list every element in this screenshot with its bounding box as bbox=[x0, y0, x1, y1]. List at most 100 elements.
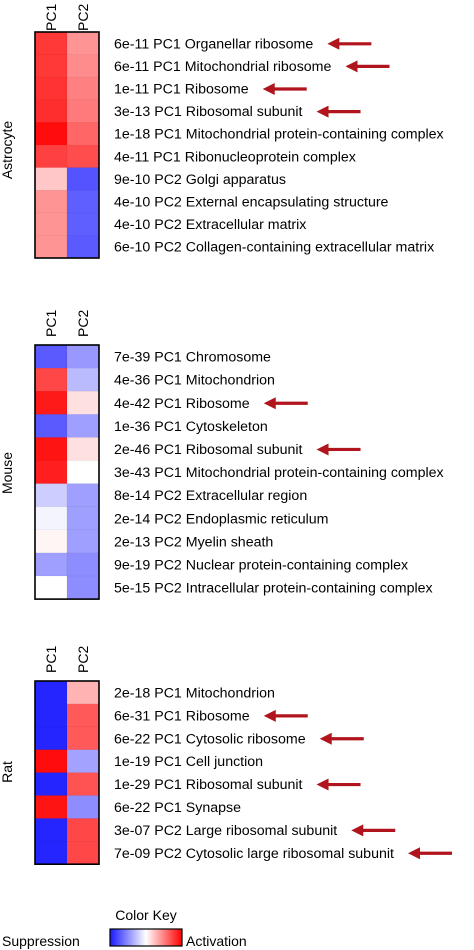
heatmap-cell bbox=[66, 680, 100, 705]
row-label: 1e-19 PC1 Cell junction bbox=[114, 754, 263, 770]
column-header-pc1: PC1 bbox=[43, 646, 59, 673]
column-header-pc2: PC2 bbox=[75, 310, 91, 337]
suppression-label: Suppression bbox=[2, 933, 80, 949]
highlight-arrow-icon bbox=[351, 824, 396, 837]
heatmap-cell bbox=[66, 772, 100, 797]
heatmap-cell bbox=[66, 818, 100, 842]
heatmap-cell bbox=[66, 529, 100, 554]
heatmap-cell bbox=[34, 680, 68, 705]
panel-mouse: PC1 PC2 Mouse 7e-39 PC1 Chromosome 4e-36 PC1… bbox=[0, 310, 444, 600]
heatmap-cell bbox=[34, 414, 68, 439]
row-label: 8e-14 PC2 Extracellular region bbox=[114, 488, 307, 504]
highlight-arrow-icon bbox=[263, 709, 308, 722]
row-label: 9e-19 PC2 Nuclear protein-containing com… bbox=[114, 557, 408, 573]
column-header-pc2: PC2 bbox=[75, 646, 91, 673]
heatmap-cell bbox=[34, 76, 68, 101]
activation-label: Activation bbox=[186, 933, 247, 949]
column-header-pc2: PC2 bbox=[75, 4, 91, 31]
heatmap-cell bbox=[34, 235, 68, 259]
heatmap-cell bbox=[34, 167, 68, 191]
heatmap-cell bbox=[66, 54, 100, 78]
heatmap-cell bbox=[34, 529, 68, 554]
heatmap-cell bbox=[66, 367, 100, 392]
highlight-arrow-icon bbox=[345, 60, 390, 73]
highlight-arrow-icon bbox=[262, 83, 307, 95]
heatmap-cell bbox=[34, 344, 68, 369]
heatmap-cell bbox=[34, 122, 68, 146]
heatmap-cell bbox=[34, 703, 68, 728]
panel-label: Mouse bbox=[0, 452, 15, 494]
heatmap-cell bbox=[34, 390, 68, 415]
row-label: 6e-11 PC1 Organellar ribosome bbox=[114, 36, 313, 52]
row-label: 6e-10 PC2 Collagen-containing extracellu… bbox=[114, 240, 434, 256]
heatmap-cell bbox=[34, 749, 68, 774]
heatmap-cell bbox=[66, 212, 100, 237]
heatmap-border bbox=[34, 344, 100, 600]
heatmap-cell bbox=[66, 235, 100, 259]
heatmap-cell bbox=[34, 818, 68, 842]
highlight-arrow-icon bbox=[263, 397, 308, 410]
heatmap-cell bbox=[66, 703, 100, 728]
heatmap-cell bbox=[34, 99, 68, 124]
highlight-arrow-icon bbox=[316, 105, 361, 118]
row-label: 3e-43 PC1 Mitochondrial protein-containi… bbox=[114, 465, 444, 481]
heatmap-cell bbox=[34, 726, 68, 751]
heatmap-cell bbox=[66, 414, 100, 439]
heatmap-cell bbox=[34, 367, 68, 392]
heatmap-cell bbox=[66, 795, 100, 820]
heatmap-cell bbox=[34, 189, 68, 214]
heatmap-cell bbox=[34, 144, 68, 169]
heatmap-cell bbox=[66, 167, 100, 191]
row-label: 2e-46 PC1 Ribosomal subunit bbox=[114, 442, 303, 458]
row-label: 7e-39 PC1 Chromosome bbox=[114, 350, 271, 366]
heatmap-cell bbox=[66, 841, 100, 865]
heatmap-cell bbox=[34, 460, 68, 485]
color-key-title: Color Key bbox=[115, 907, 176, 923]
row-label: 6e-31 PC1 Ribosome bbox=[114, 708, 250, 724]
row-label: 6e-11 PC1 Mitochondrial ribosome bbox=[114, 59, 331, 75]
row-label: 9e-10 PC2 Golgi apparatus bbox=[114, 172, 286, 188]
row-label: 1e-36 PC1 Cytoskeleton bbox=[114, 419, 268, 435]
panel-rat: PC1 PC2 Rat 2e-18 PC1 Mitochondrion 6e-31 PC… bbox=[0, 646, 453, 865]
heatmap-cell bbox=[34, 437, 68, 462]
heatmap-cell bbox=[66, 726, 100, 751]
row-label: 4e-36 PC1 Mitochondrion bbox=[114, 373, 275, 389]
heatmap-cell bbox=[66, 460, 100, 485]
heatmap-cell bbox=[34, 506, 68, 531]
column-header-pc1: PC1 bbox=[43, 310, 59, 337]
panel-astrocyte: PC1 PC2 Astrocyte 6e-11 PC1 Organellar ribo… bbox=[0, 4, 444, 259]
heatmap-cell bbox=[66, 390, 100, 415]
heatmap-cell bbox=[66, 575, 100, 600]
heatmap-cell bbox=[66, 437, 100, 462]
heatmap-cell bbox=[66, 31, 100, 56]
row-label: 4e-10 PC2 External encapsulating structu… bbox=[114, 195, 389, 211]
heatmap-border bbox=[34, 31, 100, 259]
highlight-arrow-icon bbox=[408, 847, 453, 860]
heatmap-cell bbox=[66, 144, 100, 169]
highlight-arrow-icon bbox=[316, 778, 361, 791]
heatmap-cell bbox=[66, 506, 100, 531]
panel-label: Rat bbox=[0, 761, 15, 783]
row-label: 4e-11 PC1 Ribonucleoprotein complex bbox=[114, 149, 356, 165]
heatmap-cell bbox=[34, 841, 68, 865]
row-label: 6e-22 PC1 Cytosolic ribosome bbox=[114, 731, 306, 747]
heatmap-cell bbox=[66, 344, 100, 369]
highlight-arrow-icon bbox=[327, 37, 372, 50]
highlight-arrow-icon bbox=[316, 443, 361, 456]
row-label: 2e-13 PC2 Myelin sheath bbox=[114, 534, 273, 550]
heatmap-cell bbox=[66, 76, 100, 101]
row-label: 1e-11 PC1 Ribosome bbox=[114, 82, 249, 98]
row-label: 6e-22 PC1 Synapse bbox=[114, 800, 241, 816]
heatmap-cell bbox=[66, 99, 100, 124]
row-label: 3e-07 PC2 Large ribosomal subunit bbox=[114, 823, 337, 839]
heatmap-cell bbox=[66, 122, 100, 146]
color-key-legend: Color Key Suppression Activation bbox=[2, 907, 247, 949]
color-key-gradient-bar bbox=[109, 928, 183, 947]
heatmap-cell bbox=[34, 31, 68, 56]
row-label: 1e-29 PC1 Ribosomal subunit bbox=[114, 777, 303, 793]
row-label: 1e-18 PC1 Mitochondrial protein-containi… bbox=[114, 127, 444, 143]
row-label: 5e-15 PC2 Intracellular protein-containi… bbox=[114, 581, 433, 597]
row-label: 7e-09 PC2 Cytosolic large ribosomal subu… bbox=[114, 846, 394, 862]
heatmap-cell bbox=[66, 749, 100, 774]
